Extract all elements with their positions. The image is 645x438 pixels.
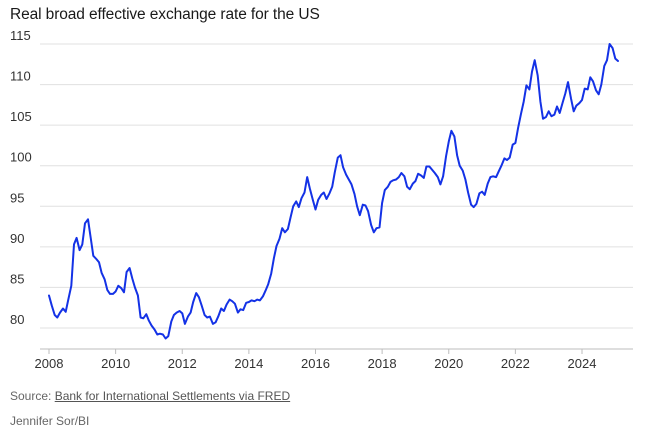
x-tick-label: 2022 (501, 356, 530, 371)
series-line (48, 43, 619, 340)
x-tick-label: 2008 (35, 356, 64, 371)
y-axis-ticks: 80 85 90 95 100 105 110 115 (10, 28, 32, 327)
x-tick-label: 2012 (168, 356, 197, 371)
x-axis-ticks: 2008 2010 2012 2014 2016 2018 2020 2022 2024 (35, 349, 597, 371)
source-link[interactable]: Bank for International Settlements via F… (54, 389, 291, 403)
x-tick-label: 2024 (568, 356, 597, 371)
y-tick-label: 100 (10, 150, 32, 165)
y-tick-label: 105 (10, 109, 32, 124)
x-tick-label: 2018 (368, 356, 397, 371)
source-note: Source: Bank for International Settlemen… (10, 389, 290, 403)
x-tick-label: 2014 (234, 356, 263, 371)
source-prefix: Source: (10, 389, 55, 403)
y-tick-label: 85 (10, 271, 24, 286)
x-tick-label: 2016 (301, 356, 330, 371)
y-tick-label: 95 (10, 190, 24, 205)
x-tick-label: 2020 (434, 356, 463, 371)
y-tick-label: 110 (10, 69, 31, 84)
x-tick-label: 2010 (101, 356, 130, 371)
chart-title: Real broad effective exchange rate for t… (10, 6, 320, 23)
credit-note: Jennifer Sor/BI (10, 414, 90, 428)
y-tick-label: 90 (10, 231, 24, 246)
y-tick-label: 80 (10, 312, 24, 327)
grid-lines (40, 43, 633, 329)
y-tick-label: 115 (10, 28, 31, 43)
